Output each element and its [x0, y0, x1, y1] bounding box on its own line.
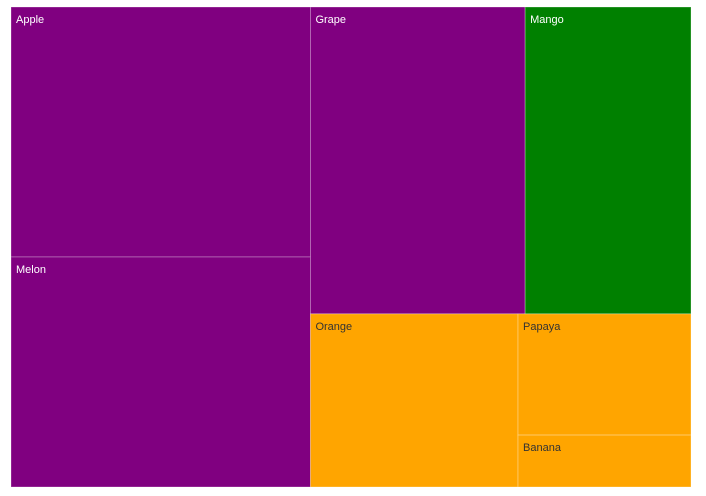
tile-melon[interactable]: [10, 256, 311, 488]
tile-mango[interactable]: [524, 6, 692, 315]
tile-label-papaya: Papaya: [523, 321, 561, 333]
tile-label-mango: Mango: [530, 14, 564, 26]
tile-orange[interactable]: [310, 313, 519, 488]
tile-grape[interactable]: [310, 6, 526, 315]
tile-papaya[interactable]: [517, 313, 692, 436]
treemap-tiles: [10, 6, 692, 488]
tile-label-grape: Grape: [315, 14, 346, 26]
tile-label-apple: Apple: [16, 14, 44, 26]
treemap-labels: Apple Melon Grape Mango Orange Papaya Banana: [16, 14, 564, 454]
tile-label-banana: Banana: [523, 442, 562, 454]
tile-label-orange: Orange: [315, 321, 352, 333]
tile-label-melon: Melon: [16, 264, 46, 276]
tile-apple[interactable]: [10, 6, 311, 258]
tile-banana[interactable]: [517, 434, 692, 488]
